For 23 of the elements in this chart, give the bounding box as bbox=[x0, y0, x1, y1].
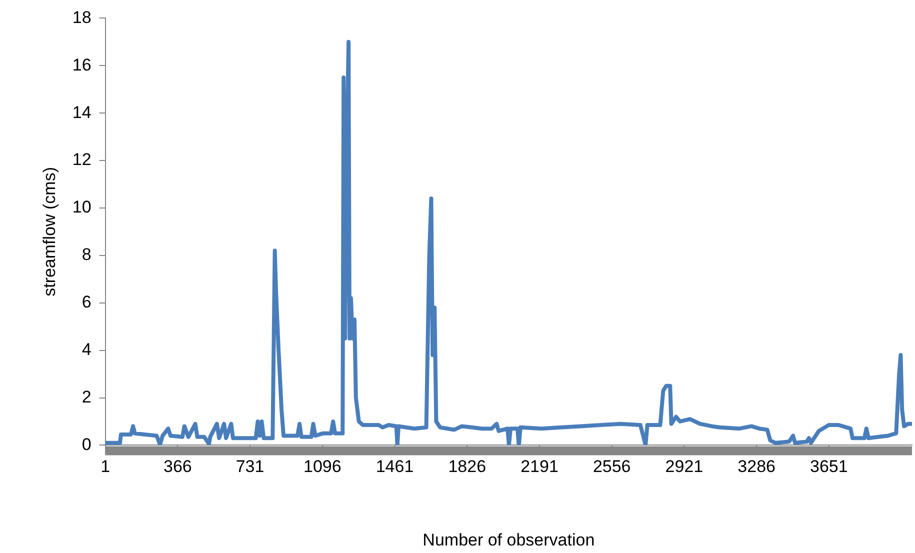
x-tick-label: 1 bbox=[100, 457, 110, 476]
x-tick-label: 1826 bbox=[448, 457, 486, 476]
y-axis-title: streamflow (cms) bbox=[40, 166, 59, 296]
y-tick-label: 8 bbox=[82, 245, 92, 264]
y-tick-label: 10 bbox=[72, 198, 92, 217]
x-tick-label: 366 bbox=[163, 457, 192, 476]
y-tick-label: 0 bbox=[82, 434, 92, 454]
y-tick-label: 14 bbox=[72, 102, 92, 122]
x-tick-label: 3651 bbox=[810, 457, 848, 476]
y-tick-label: 6 bbox=[82, 292, 92, 312]
x-axis-title: Number of observation bbox=[422, 530, 595, 550]
y-tick-label: 18 bbox=[72, 8, 92, 27]
y-tick-label: 4 bbox=[82, 340, 92, 359]
x-tick-label: 1461 bbox=[376, 457, 414, 476]
x-tick-label: 2556 bbox=[592, 457, 631, 476]
y-tick-label: 12 bbox=[72, 150, 92, 170]
y-tick-label: 16 bbox=[72, 55, 92, 74]
x-tick-label: 2921 bbox=[665, 457, 704, 476]
x-tick-label: 731 bbox=[236, 457, 264, 476]
x-tick-label: 1096 bbox=[303, 457, 342, 476]
x-tick-label: 2191 bbox=[520, 457, 558, 476]
y-tick-label: 2 bbox=[82, 387, 92, 406]
x-tick-label: 3286 bbox=[738, 457, 776, 476]
